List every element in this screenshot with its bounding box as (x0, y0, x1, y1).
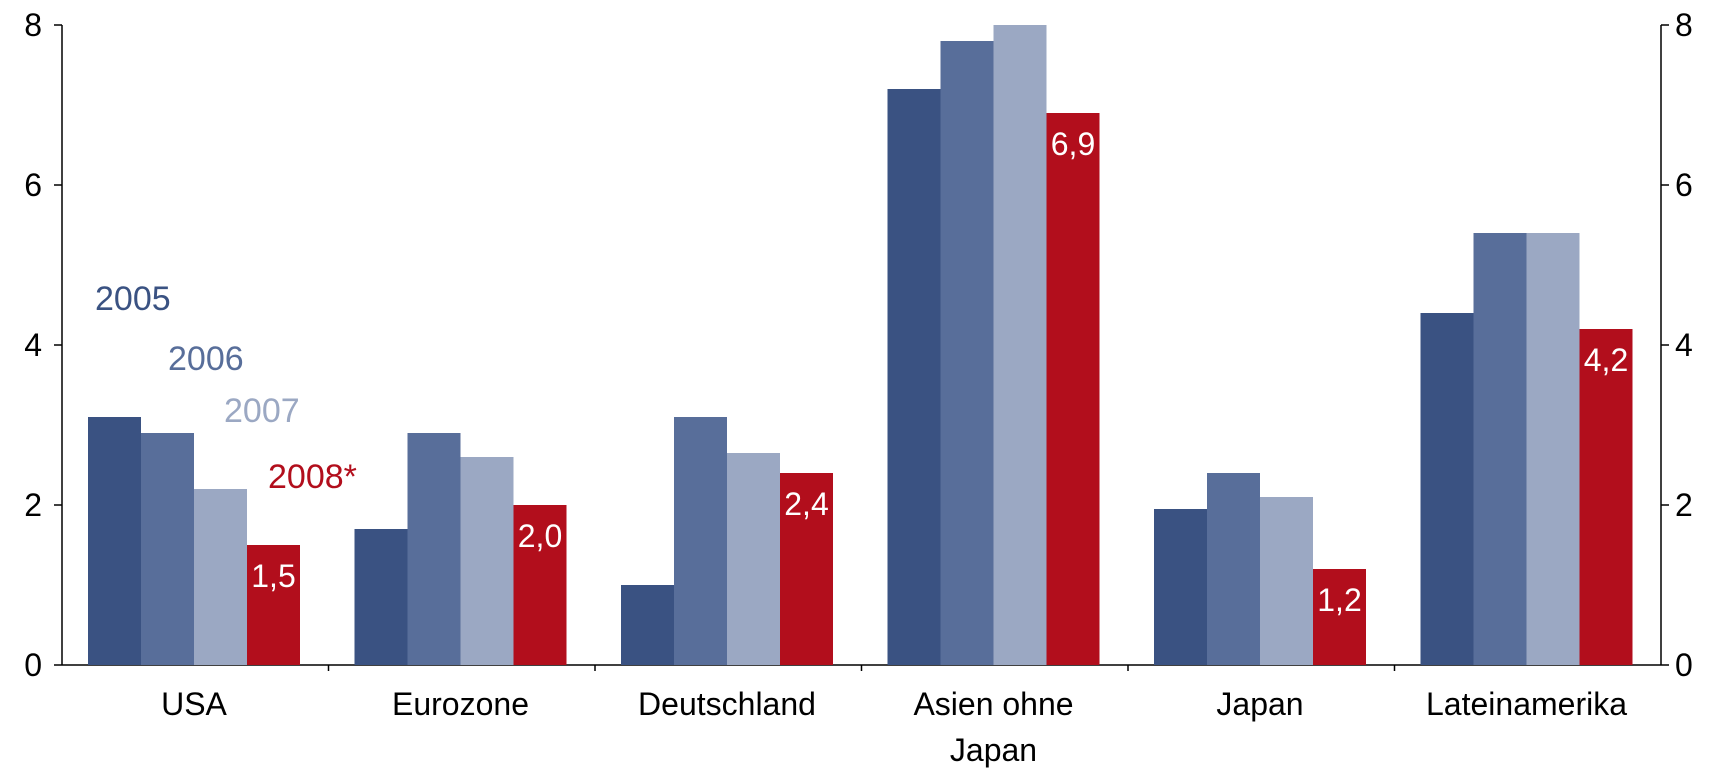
bar-2006-1 (407, 433, 461, 665)
category-label: Deutschland (638, 686, 816, 722)
bar-2005-4 (1154, 509, 1207, 665)
legend: 2005 2006 2007 2008* (95, 280, 357, 496)
bar-2005-3 (887, 89, 941, 665)
bar-2005-1 (354, 529, 408, 665)
bar-2007-1 (460, 457, 514, 665)
bar-2006-5 (1473, 233, 1527, 665)
y-tick-label-right: 6 (1675, 167, 1693, 203)
bar-2005-5 (1420, 313, 1474, 665)
data-label: 2,0 (518, 518, 562, 554)
bar-2006-2 (674, 417, 727, 665)
bar-2007-2 (727, 453, 780, 665)
y-tick-label-left: 2 (24, 487, 42, 523)
bar-2008-1 (513, 505, 567, 665)
category-label: USA (161, 686, 227, 722)
data-label: 1,5 (251, 558, 295, 594)
bars: 1,5 2,0 2,4 6,9 1,2 4,2 (88, 25, 1633, 671)
y-tick-label-right: 2 (1675, 487, 1693, 523)
y-tick-label-right: 4 (1675, 327, 1693, 363)
bar-2008-4 (1313, 569, 1366, 665)
data-label: 2,4 (784, 486, 828, 522)
bar-2008-3 (1046, 113, 1100, 665)
bar-2007-4 (1260, 497, 1313, 665)
ticks: 0 0 2 2 4 4 6 6 8 8 (24, 7, 1693, 683)
category-label: Japan (1216, 686, 1303, 722)
legend-entry: 2008* (268, 458, 357, 496)
bar-2007-5 (1526, 233, 1580, 665)
bar-2008-2 (780, 473, 833, 665)
bar-2007-0 (194, 489, 247, 665)
category-label: Lateinamerika (1426, 686, 1627, 722)
bar-2007-3 (993, 25, 1047, 665)
category-label: Eurozone (392, 686, 529, 722)
legend-entry: 2006 (168, 340, 244, 378)
category-label: Japan (950, 732, 1037, 768)
bar-2006-4 (1207, 473, 1260, 665)
y-tick-label-left: 4 (24, 327, 42, 363)
y-tick-label-right: 0 (1675, 647, 1693, 683)
bar-2008-5 (1579, 329, 1633, 665)
category-labels: USA Eurozone Deutschland Asien ohne Japan Jap… (161, 686, 1627, 768)
bar-2006-3 (940, 41, 994, 665)
y-tick-label-left: 0 (24, 647, 42, 683)
data-label: 1,2 (1317, 582, 1361, 618)
y-tick-label-left: 6 (24, 167, 42, 203)
bar-2008-0 (247, 545, 300, 665)
data-label: 4,2 (1584, 342, 1628, 378)
bar-2005-0 (88, 417, 141, 665)
bar-2005-2 (621, 585, 674, 665)
bar-2006-0 (141, 433, 194, 665)
y-tick-label-right: 8 (1675, 7, 1693, 43)
y-tick-label-left: 8 (24, 7, 42, 43)
legend-entry: 2005 (95, 280, 171, 318)
category-label: Asien ohne (913, 686, 1073, 722)
legend-entry: 2007 (224, 392, 300, 430)
data-label: 6,9 (1051, 126, 1095, 162)
